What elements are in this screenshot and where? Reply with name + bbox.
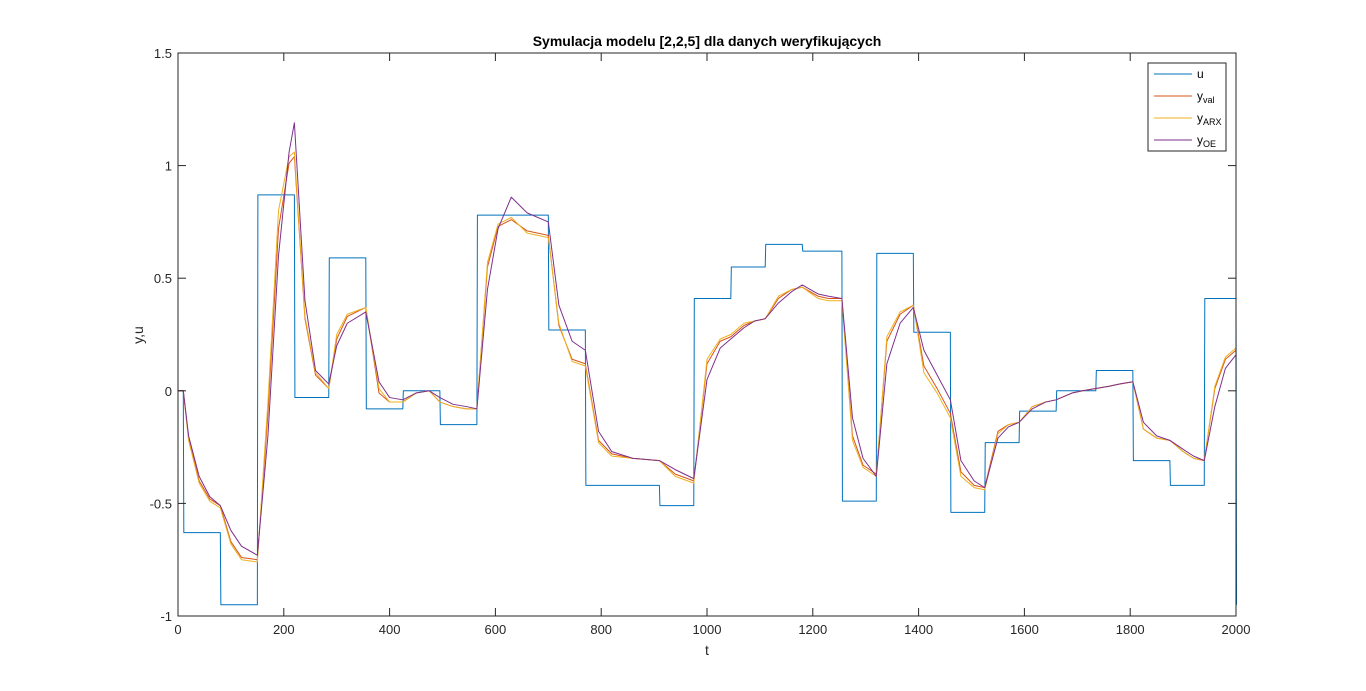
x-tick-label: 600: [485, 622, 507, 637]
y-tick-label: 0: [165, 384, 172, 399]
x-tick-label: 800: [590, 622, 612, 637]
x-axis-label: t: [705, 642, 709, 658]
x-tick-label: 1600: [1010, 622, 1039, 637]
y-tick-label: -1: [160, 609, 172, 624]
x-tick-label: 1400: [904, 622, 933, 637]
y-tick-label: 1: [165, 159, 172, 174]
legend-label-u: u: [1197, 67, 1204, 81]
legend-label-yARX: yARX: [1197, 111, 1222, 127]
legend-label-yOE: yOE: [1197, 133, 1216, 149]
y-tick-label: 1.5: [154, 46, 172, 61]
x-tick-label: 1000: [693, 622, 722, 637]
y-axis-ticks: -1 -0.5 0 0.5 1 1.5: [150, 46, 1236, 624]
x-axis-ticks: 0 200 400 600 800 1000 1200 1400 1600 1800 2000: [174, 53, 1250, 637]
y-tick-label: -0.5: [150, 496, 172, 511]
x-tick-label: 0: [174, 622, 181, 637]
y-axis-label: y,u: [130, 326, 146, 344]
y-tick-label: 0.5: [154, 271, 172, 286]
series-line-yOE: [178, 122, 1237, 556]
x-tick-label: 2000: [1222, 622, 1251, 637]
series-layer: [178, 122, 1238, 606]
x-tick-label: 1200: [798, 622, 827, 637]
legend: u yval yARX yOE: [1147, 62, 1227, 152]
plot-area: [178, 53, 1236, 616]
legend-label-yval: yval: [1197, 89, 1215, 105]
legend-box: [1147, 62, 1227, 152]
x-tick-label: 400: [379, 622, 401, 637]
x-tick-label: 200: [273, 622, 295, 637]
chart-title: Symulacja modelu [2,2,5] dla danych wery…: [533, 33, 882, 49]
x-tick-label: 1800: [1116, 622, 1145, 637]
